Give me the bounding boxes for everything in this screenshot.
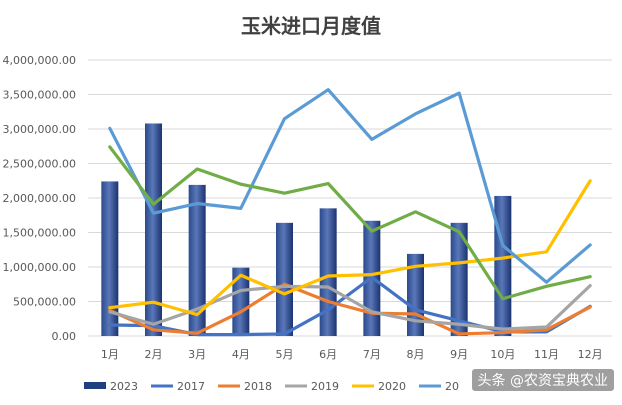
x-tick-label: 11月 [534, 348, 559, 361]
line-series-2020 [108, 179, 592, 317]
legend-swatch [84, 382, 106, 389]
y-tick-label: 2,000,000.00 [3, 192, 76, 205]
y-tick-label: 3,000,000.00 [3, 123, 76, 136]
x-tick-label: 2月 [145, 348, 163, 361]
legend-label: 2019 [311, 380, 339, 393]
y-tick-label: 500,000.00 [13, 296, 76, 309]
bar-2023 [494, 195, 512, 336]
x-tick-label: 6月 [319, 348, 337, 361]
watermark: 头条 @农资宝典农业 [471, 369, 614, 391]
bar-2023 [319, 208, 337, 336]
line-series-2018 [108, 282, 592, 336]
legend-label: 20 [445, 380, 459, 393]
x-tick-label: 5月 [276, 348, 294, 361]
y-tick-label: 0.00 [52, 330, 77, 343]
y-tick-label: 4,000,000.00 [3, 54, 76, 67]
x-tick-label: 1月 [101, 348, 119, 361]
y-tick-label: 1,000,000.00 [3, 261, 76, 274]
x-tick-label: 3月 [188, 348, 206, 361]
legend-label: 2018 [244, 380, 272, 393]
legend-label: 2020 [378, 380, 406, 393]
x-tick-label: 7月 [363, 348, 381, 361]
chart-title: 玉米进口月度值 [241, 14, 381, 38]
x-tick-label: 9月 [450, 348, 468, 361]
x-tick-label: 10月 [490, 348, 515, 361]
bar-2023 [276, 222, 293, 336]
bar-2023 [232, 267, 250, 336]
bar-2023 [101, 181, 119, 336]
y-tick-label: 1,500,000.00 [3, 227, 76, 240]
legend-label: 2023 [110, 380, 138, 393]
bar-2023 [145, 123, 162, 336]
y-tick-label: 2,500,000.00 [3, 158, 76, 171]
line-series-2021 [108, 88, 592, 284]
legend-label: 2017 [177, 380, 205, 393]
line-series-unnamed-5 [108, 145, 592, 301]
bar-2023 [450, 222, 468, 336]
x-tick-label: 12月 [578, 348, 603, 361]
bar-2023 [188, 184, 206, 336]
x-tick-label: 4月 [232, 348, 250, 361]
y-tick-label: 3,500,000.00 [3, 89, 76, 102]
x-tick-label: 8月 [407, 348, 425, 361]
